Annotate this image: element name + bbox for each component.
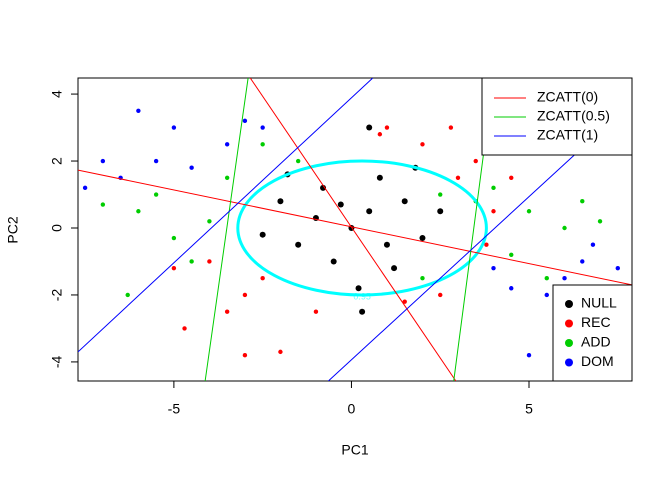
confidence-ellipse xyxy=(236,159,488,297)
point xyxy=(136,108,141,114)
point xyxy=(376,174,383,181)
point xyxy=(544,276,549,281)
legend-marker xyxy=(565,319,573,328)
point xyxy=(491,209,496,214)
point xyxy=(355,285,362,292)
point xyxy=(242,292,248,298)
point xyxy=(295,241,302,248)
point xyxy=(100,158,106,164)
point xyxy=(100,202,106,207)
x-tick-label: 5 xyxy=(525,401,533,417)
point xyxy=(260,142,265,147)
point xyxy=(391,265,398,272)
point xyxy=(526,353,532,358)
point xyxy=(401,198,408,205)
point xyxy=(526,209,532,214)
legend-label: DOM xyxy=(581,353,614,369)
point xyxy=(153,158,159,164)
point xyxy=(491,265,496,271)
y-tick-label: -2 xyxy=(49,289,65,302)
point xyxy=(509,175,514,180)
point xyxy=(473,158,478,164)
point xyxy=(544,292,549,298)
point xyxy=(207,219,212,224)
point xyxy=(438,292,443,298)
point xyxy=(171,235,177,241)
point xyxy=(153,192,159,197)
legend-label: ZCATT(0.5) xyxy=(537,108,610,124)
point xyxy=(260,276,265,281)
x-tick-label: 0 xyxy=(348,401,356,417)
point xyxy=(420,276,425,281)
point xyxy=(402,299,407,304)
point xyxy=(207,259,212,264)
point xyxy=(189,165,194,170)
y-tick-label: 4 xyxy=(49,90,65,98)
point xyxy=(125,292,130,298)
x-tick-label: -5 xyxy=(168,401,181,417)
point xyxy=(259,231,266,238)
point xyxy=(171,265,177,271)
point xyxy=(377,132,383,137)
point xyxy=(562,276,567,281)
point xyxy=(509,286,514,291)
y-tick-label: 0 xyxy=(49,224,65,232)
legend-label: REC xyxy=(581,314,611,330)
point xyxy=(337,201,344,208)
point xyxy=(590,242,596,247)
point xyxy=(509,252,514,257)
point xyxy=(383,241,390,248)
point xyxy=(366,208,373,215)
point xyxy=(491,185,496,191)
point xyxy=(330,258,337,265)
y-tick-label: 2 xyxy=(49,157,65,165)
ellipse-label: 0.95 xyxy=(353,291,371,301)
point xyxy=(580,259,585,264)
y-tick-label: -4 xyxy=(49,355,65,368)
point xyxy=(562,225,567,231)
point xyxy=(278,349,283,355)
zcatt-line xyxy=(78,78,632,381)
point xyxy=(455,175,461,180)
point xyxy=(313,309,319,314)
legend-label: NULL xyxy=(581,295,617,311)
point xyxy=(136,209,141,214)
point xyxy=(420,142,425,147)
point xyxy=(359,308,366,315)
point xyxy=(224,309,230,314)
point xyxy=(419,235,426,242)
point xyxy=(242,118,248,124)
point xyxy=(260,125,265,130)
point xyxy=(320,184,327,191)
legend-marker xyxy=(565,358,573,367)
point xyxy=(82,185,88,191)
point xyxy=(277,198,284,205)
point xyxy=(366,124,373,131)
point xyxy=(484,242,489,247)
point xyxy=(615,265,620,271)
legend-marker xyxy=(565,300,573,308)
legend-label: ZCATT(0) xyxy=(537,89,598,105)
y-axis-label: PC2 xyxy=(5,216,21,243)
point xyxy=(448,125,454,130)
point xyxy=(182,326,187,331)
point xyxy=(597,219,603,224)
point xyxy=(224,175,230,180)
point xyxy=(295,158,301,164)
point xyxy=(438,192,443,197)
legend-marker xyxy=(565,339,573,347)
point xyxy=(580,199,585,204)
legend-label: ZCATT(1) xyxy=(537,127,598,143)
x-axis-label: PC1 xyxy=(341,442,368,458)
point xyxy=(242,353,248,358)
point xyxy=(437,208,444,215)
point xyxy=(189,259,194,264)
point xyxy=(384,125,390,130)
legend-label: ADD xyxy=(581,334,611,350)
point xyxy=(224,142,230,147)
point xyxy=(171,125,177,130)
